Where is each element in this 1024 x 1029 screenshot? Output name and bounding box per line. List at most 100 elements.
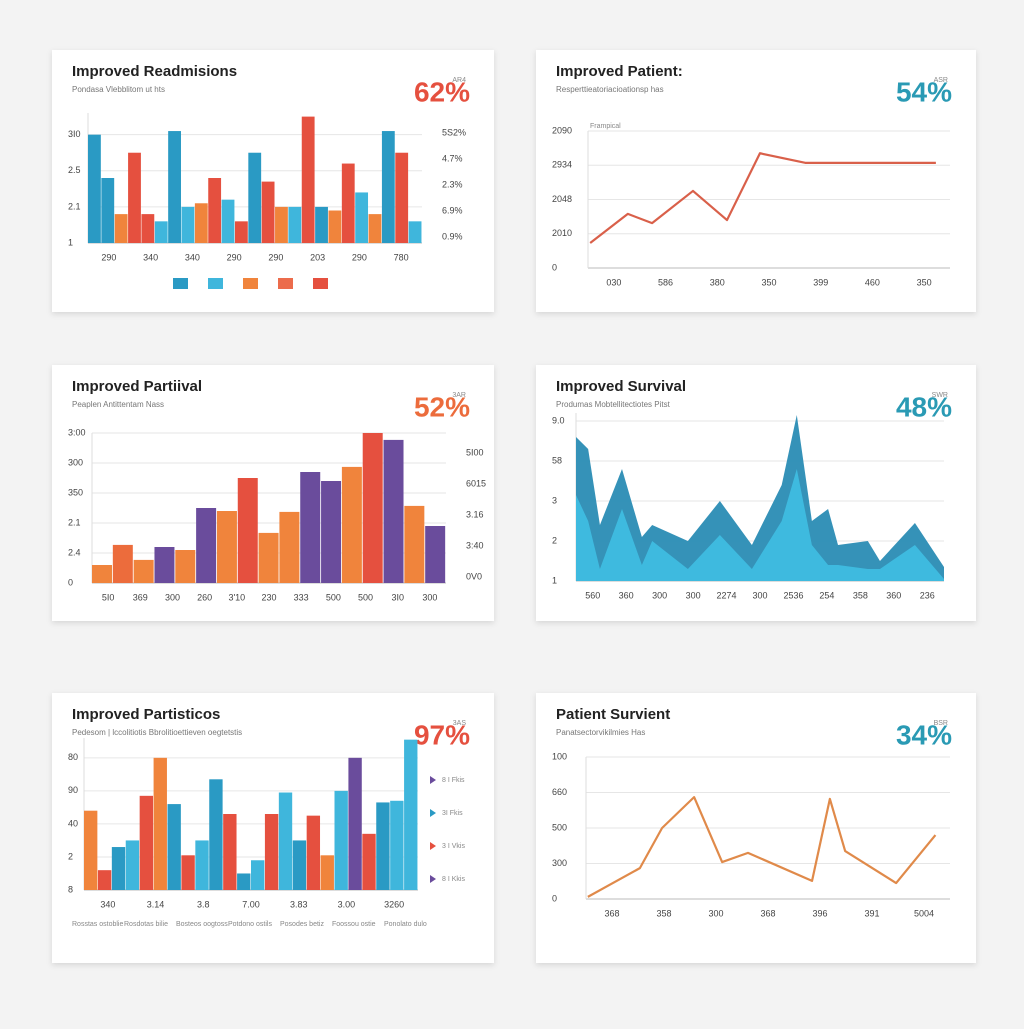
bar bbox=[223, 814, 237, 890]
x-tick-label: 300 bbox=[752, 590, 767, 600]
x-tick-label: 3.00 bbox=[338, 899, 356, 909]
bar bbox=[154, 547, 175, 583]
line bbox=[587, 796, 937, 898]
bar bbox=[237, 478, 258, 583]
card-title: Improved Partisticos bbox=[72, 706, 220, 723]
x-tick-label: 290 bbox=[227, 252, 242, 262]
y-tick-label: 2.1 bbox=[68, 201, 81, 211]
legend-swatch bbox=[313, 278, 328, 289]
legend-label: 8 I Fkis bbox=[442, 777, 465, 784]
bar bbox=[408, 221, 422, 243]
bar bbox=[362, 433, 383, 583]
kpi-value: 34% bbox=[896, 719, 952, 750]
bar bbox=[341, 466, 362, 583]
bar bbox=[133, 559, 154, 583]
card-title: Improved Patient: bbox=[556, 63, 683, 80]
card-subtitle: Panatsectorvikilmies Has bbox=[556, 728, 645, 737]
right-label: 6.9% bbox=[442, 205, 463, 215]
bar bbox=[390, 800, 404, 890]
x-tick-label: 360 bbox=[886, 590, 901, 600]
y-tick-label: 2010 bbox=[552, 228, 572, 238]
x-tick-label: 236 bbox=[920, 590, 935, 600]
card-subtitle: Produmas Mobtellitectiotes Pitst bbox=[556, 400, 671, 409]
legend-swatch bbox=[173, 278, 188, 289]
bar bbox=[306, 815, 321, 890]
bar bbox=[301, 116, 315, 243]
bar bbox=[175, 550, 196, 583]
x-tick-label: 333 bbox=[294, 592, 309, 602]
x-tick-label: 460 bbox=[865, 277, 880, 287]
x-tick-label: 350 bbox=[761, 277, 776, 287]
x-tick-label: 300 bbox=[652, 590, 667, 600]
right-label: 0V0 bbox=[466, 571, 482, 581]
x-tick-label: 368 bbox=[760, 908, 775, 918]
legend-label: 8 I Kkis bbox=[442, 876, 465, 883]
area bbox=[576, 415, 944, 581]
x-tick-label: 260 bbox=[197, 592, 212, 602]
y-tick-label: 2.1 bbox=[68, 517, 81, 527]
y-tick-label: 0 bbox=[68, 577, 73, 587]
kpi-value: 54% bbox=[896, 76, 952, 107]
footnote: Ponolato dulo bbox=[384, 921, 427, 928]
y-tick-label: 40 bbox=[68, 818, 78, 828]
right-label: 5S2% bbox=[442, 127, 466, 137]
bar bbox=[128, 152, 141, 243]
kpi-note: BSR bbox=[934, 720, 948, 727]
x-tick-label: 586 bbox=[658, 277, 673, 287]
y-tick-label: 500 bbox=[552, 822, 567, 832]
bar bbox=[368, 214, 382, 243]
bar bbox=[381, 131, 395, 243]
bar bbox=[195, 840, 209, 890]
footnote: Rosdotas bilie bbox=[124, 921, 168, 928]
bar bbox=[395, 152, 409, 243]
bar bbox=[292, 840, 307, 890]
bar bbox=[114, 214, 128, 243]
card-title: Improved Partiival bbox=[72, 378, 202, 395]
x-tick-label: 2274 bbox=[717, 590, 737, 600]
x-tick-label: 340 bbox=[185, 252, 200, 262]
bar bbox=[237, 873, 251, 890]
kpi-note: 3AS bbox=[453, 720, 467, 727]
bar bbox=[167, 804, 181, 890]
y-tick-label: 80 bbox=[68, 752, 78, 762]
right-label: 5I00 bbox=[466, 447, 484, 457]
card bbox=[52, 50, 494, 312]
kpi-value: 97% bbox=[414, 719, 470, 750]
x-tick-label: 500 bbox=[326, 592, 341, 602]
y-tick-label: 0 bbox=[552, 893, 557, 903]
card-subtitle: Pedesom | lccolitiotis Bbrolitioettieven… bbox=[72, 728, 242, 737]
x-tick-label: 254 bbox=[819, 590, 834, 600]
x-tick-label: 560 bbox=[585, 590, 600, 600]
x-tick-label: 030 bbox=[606, 277, 621, 287]
bar bbox=[348, 757, 362, 890]
x-tick-label: 3.8 bbox=[197, 899, 210, 909]
footnote: Posodes betiz bbox=[280, 921, 324, 928]
bar bbox=[139, 795, 154, 890]
bar bbox=[208, 178, 222, 243]
y-tick-label: 2048 bbox=[552, 194, 572, 204]
x-tick-label: 2536 bbox=[783, 590, 803, 600]
bar bbox=[275, 206, 288, 243]
x-tick-label: 780 bbox=[394, 252, 409, 262]
x-tick-label: 3I0 bbox=[391, 592, 404, 602]
legend-marker bbox=[430, 875, 436, 883]
legend-marker bbox=[430, 809, 436, 817]
y-tick-label: 2934 bbox=[552, 160, 572, 170]
bar bbox=[196, 508, 217, 583]
annotation: Frampical bbox=[590, 123, 621, 130]
y-tick-label: 660 bbox=[552, 787, 567, 797]
x-tick-label: 368 bbox=[604, 908, 619, 918]
x-tick-label: 380 bbox=[710, 277, 725, 287]
bar bbox=[181, 855, 195, 890]
card-subtitle: Pondasa Vlebblitom ut hts bbox=[72, 85, 165, 94]
area bbox=[576, 469, 944, 581]
x-tick-label: 369 bbox=[133, 592, 148, 602]
legend-marker bbox=[430, 776, 436, 784]
bar bbox=[251, 860, 265, 890]
y-tick-label: 300 bbox=[552, 858, 567, 868]
footnote: Bosteos oogtoss bbox=[176, 921, 228, 928]
bar bbox=[181, 206, 195, 243]
bar bbox=[261, 181, 275, 243]
y-tick-label: 2090 bbox=[552, 125, 572, 135]
x-tick-label: 340 bbox=[100, 899, 115, 909]
